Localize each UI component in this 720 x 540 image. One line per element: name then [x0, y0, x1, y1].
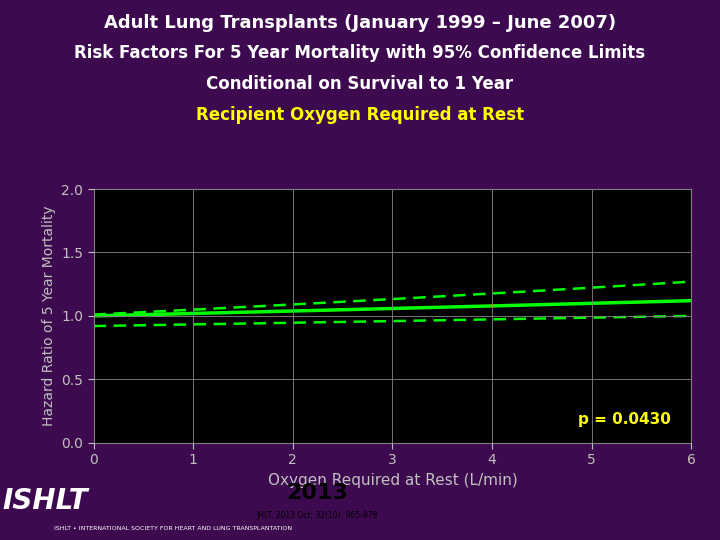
Text: Risk Factors For 5 Year Mortality with 95% Confidence Limits: Risk Factors For 5 Year Mortality with 9…	[74, 44, 646, 62]
Text: Conditional on Survival to 1 Year: Conditional on Survival to 1 Year	[207, 75, 513, 93]
Text: 2013: 2013	[286, 483, 348, 503]
Text: ISHLT: ISHLT	[2, 488, 88, 516]
Text: Adult Lung Transplants (January 1999 – June 2007): Adult Lung Transplants (January 1999 – J…	[104, 14, 616, 31]
Text: p = 0.0430: p = 0.0430	[578, 413, 671, 428]
Text: ISHLT • INTERNATIONAL SOCIETY FOR HEART AND LUNG TRANSPLANTATION: ISHLT • INTERNATIONAL SOCIETY FOR HEART …	[54, 526, 292, 531]
X-axis label: Oxygen Required at Rest (L/min): Oxygen Required at Rest (L/min)	[268, 473, 517, 488]
Y-axis label: Hazard Ratio of 5 Year Mortality: Hazard Ratio of 5 Year Mortality	[42, 206, 55, 426]
Text: Recipient Oxygen Required at Rest: Recipient Oxygen Required at Rest	[196, 106, 524, 124]
Text: JHLT. 2013 Oct; 32(10): 965-978: JHLT. 2013 Oct; 32(10): 965-978	[256, 511, 377, 521]
